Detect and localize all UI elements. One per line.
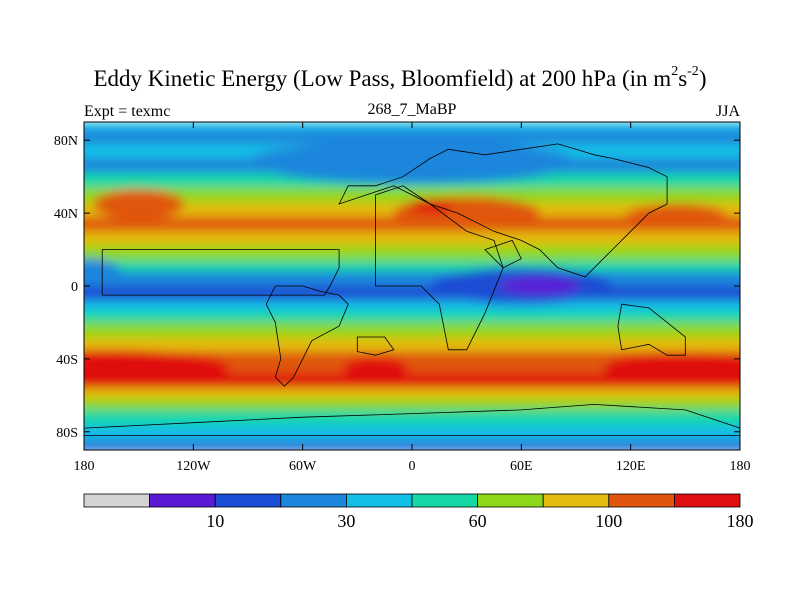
band-14 [84, 311, 740, 324]
band-21 [84, 409, 740, 426]
band-22 [84, 424, 740, 441]
chart-title-mid: s [678, 66, 688, 91]
x-tick-label-4: 60E [510, 459, 533, 474]
blob-6 [84, 258, 121, 285]
chart-title-main: Eddy Kinetic Energy (Low Pass, Bloomfiel… [93, 66, 672, 91]
y-tick-label-4: 80S [56, 426, 78, 441]
y-tick-label-1: 40N [54, 207, 78, 222]
blob-8 [603, 351, 740, 385]
experiment-label: Expt = texmc [84, 103, 171, 120]
band-1 [84, 129, 740, 145]
band-11 [84, 271, 740, 287]
band-9 [84, 245, 740, 262]
x-tick-label-5: 120E [616, 459, 646, 474]
colorbar-box-8 [608, 493, 675, 508]
season-label: JJA [715, 103, 740, 120]
blob-2 [625, 204, 728, 230]
band-17 [84, 351, 740, 375]
blob-10 [248, 140, 576, 184]
continent-outline-4 [617, 303, 686, 356]
colorbar-box-3 [280, 493, 347, 508]
colorbar-label-4: 180 [727, 511, 754, 531]
chart-title-end: ) [698, 66, 707, 91]
blob-5 [499, 276, 580, 296]
colorbar-label-0: 10 [206, 511, 224, 531]
run-label: 268_7_MaBP [367, 101, 457, 118]
colorbar-box-4 [345, 493, 413, 508]
axes: 180 120W 60W 0 60E 120E 180 80N 40N 0 40S 80S [54, 122, 751, 474]
colorbar-box-0 [83, 493, 150, 508]
y-tick-label-2: 0 [71, 280, 78, 295]
continent-outline-3 [484, 239, 522, 269]
y-tick-label-0: 80N [54, 134, 78, 149]
continent-outline-6 [84, 403, 740, 436]
continent-outline-5 [265, 285, 349, 387]
colorbar-box-7 [542, 493, 610, 508]
colorbar-label-2: 60 [469, 511, 487, 531]
band-7 [84, 216, 740, 233]
colorbar-box-2 [214, 493, 282, 508]
chart-title: Eddy Kinetic Energy (Low Pass, Bloomfiel… [0, 64, 800, 94]
colorbar-box-9 [674, 493, 741, 508]
band-5 [84, 187, 740, 204]
continent-outlines [84, 143, 740, 436]
blob-0 [93, 189, 185, 219]
colorbar-label-1: 30 [337, 511, 355, 531]
band-18 [84, 373, 740, 390]
band-8 [84, 231, 740, 247]
colorbar-box-5 [411, 493, 478, 508]
continent-outline-2 [338, 143, 668, 278]
contour-field [84, 122, 740, 450]
colorbar-box-1 [149, 493, 216, 508]
colorbar-box-6 [477, 493, 544, 508]
band-15 [84, 322, 740, 339]
band-20 [84, 398, 740, 411]
x-tick-label-2: 60W [289, 459, 317, 474]
continent-outline-0 [101, 249, 340, 296]
x-tick-label-3: 0 [409, 459, 416, 474]
band-10 [84, 260, 740, 273]
chart-title-sup1: 2 [671, 64, 679, 80]
blob-7 [84, 349, 230, 387]
colorbar-label-3: 100 [595, 511, 622, 531]
band-23 [84, 439, 740, 448]
colorbar: 10 30 60 100 180 [83, 493, 754, 531]
blob-3 [408, 198, 453, 214]
band-13 [84, 300, 740, 313]
contour-field-inner [84, 122, 740, 450]
x-tick-label-0: 180 [74, 459, 95, 474]
band-19 [84, 388, 740, 400]
blob-9 [342, 357, 409, 379]
continent-outline-7 [356, 336, 395, 356]
chart-title-sup2: -2 [687, 64, 699, 80]
band-16 [84, 337, 740, 353]
band-12 [84, 286, 740, 302]
x-tick-label-6: 180 [730, 459, 751, 474]
y-tick-label-3: 40S [56, 353, 78, 368]
x-tick-label-1: 120W [176, 459, 211, 474]
